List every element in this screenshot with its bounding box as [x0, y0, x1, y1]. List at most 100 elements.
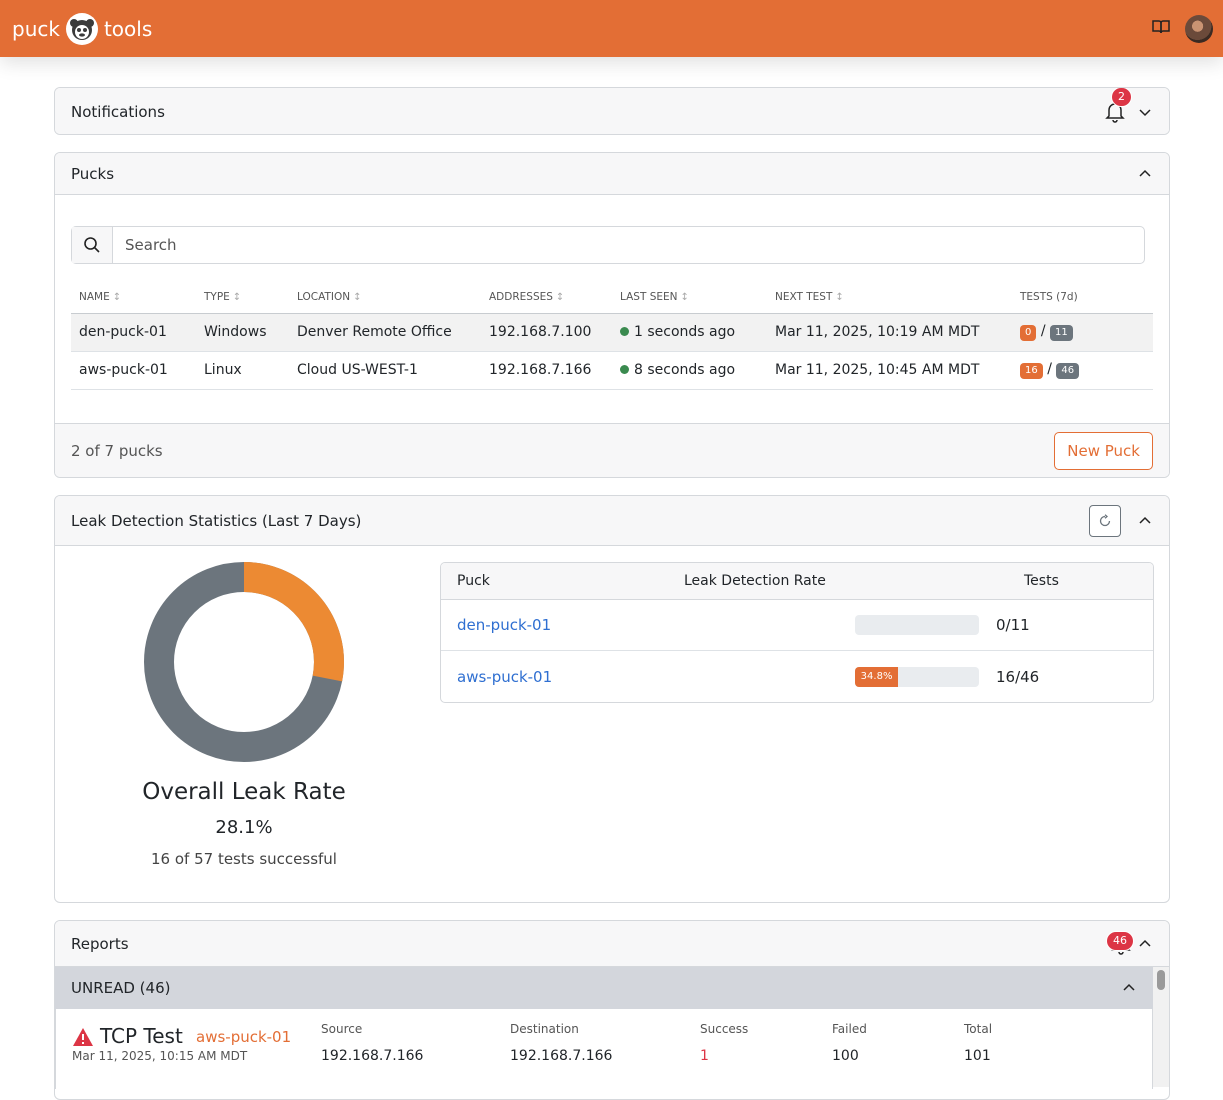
brand-left-text: puck	[12, 16, 60, 41]
scrollbar-thumb[interactable]	[1157, 970, 1165, 990]
search-icon	[72, 227, 113, 263]
leak-rate-table: Puck Leak Detection Rate Tests den-puck-…	[440, 562, 1154, 703]
notifications-header[interactable]: Notifications 2	[55, 88, 1169, 134]
col-header-last-seen[interactable]: LAST SEEN ↕	[612, 281, 767, 314]
puck-location: Cloud US-WEST-1	[289, 351, 481, 390]
brand[interactable]: puck tools	[12, 12, 152, 45]
reports-header[interactable]: Reports 46	[55, 921, 1169, 967]
notifications-card: Notifications 2	[54, 87, 1170, 135]
puck-search	[71, 226, 1145, 264]
col-header-type[interactable]: TYPE ↕	[196, 281, 289, 314]
reports-card: Reports 46 UNREAD (46) TCP Test aws-puck…	[54, 920, 1170, 1100]
destination-label: Destination	[510, 1022, 579, 1036]
leak-stats-card: Leak Detection Statistics (Last 7 Days) …	[54, 495, 1170, 903]
scrollbar[interactable]	[1153, 967, 1169, 1087]
puck-name: den-puck-01	[71, 313, 196, 352]
puck-address: 192.168.7.166	[481, 351, 612, 390]
pucks-footer: 2 of 7 pucks New Puck	[55, 423, 1169, 477]
notifications-bell[interactable]: 2	[1105, 88, 1132, 123]
leak-stats-header[interactable]: Leak Detection Statistics (Last 7 Days)	[55, 496, 1169, 546]
chevron-down-icon[interactable]	[1137, 104, 1153, 120]
notifications-title: Notifications	[71, 103, 165, 121]
leak-rate-bar: 34.8%	[855, 666, 979, 687]
leak-rate-table-header: Puck Leak Detection Rate Tests	[441, 563, 1153, 600]
warning-icon	[73, 1028, 93, 1046]
reports-bell[interactable]: 46	[1106, 930, 1134, 955]
source-value: 192.168.7.166	[321, 1048, 424, 1064]
pucks-card: Pucks NAME↕ TYPE↕ LOCATION↕ ADDRESSES↕ L…	[54, 152, 1170, 478]
destination-value: 192.168.7.166	[510, 1048, 613, 1064]
online-status-icon	[620, 327, 629, 336]
tests-total-badge: 11	[1050, 325, 1073, 341]
sort-icon: ↕	[835, 291, 844, 303]
col-header-leak-rate: Leak Detection Rate	[684, 573, 826, 589]
puck-location: Denver Remote Office	[289, 313, 481, 352]
pucks-header[interactable]: Pucks	[55, 153, 1169, 195]
leak-stats-title: Leak Detection Statistics (Last 7 Days)	[71, 511, 362, 530]
puck-tests: 0 / 11	[1012, 313, 1153, 352]
refresh-button[interactable]	[1089, 504, 1121, 537]
table-row[interactable]: aws-puck-01 Linux Cloud US-WEST-1 192.16…	[71, 351, 1153, 390]
new-puck-button[interactable]: New Puck	[1054, 431, 1153, 470]
col-header-puck: Puck	[457, 573, 490, 589]
mascot-logo-icon	[65, 12, 98, 45]
chevron-up-icon[interactable]	[1137, 936, 1153, 952]
tests-ratio: 16/46	[996, 667, 1040, 686]
sort-icon: ↕	[353, 291, 362, 303]
search-input[interactable]	[113, 227, 1144, 263]
pucks-title: Pucks	[71, 164, 115, 183]
failed-label: Failed	[832, 1022, 867, 1036]
report-title: TCP Test	[100, 1024, 183, 1048]
reports-count-badge: 46	[1106, 930, 1134, 951]
report-date: Mar 11, 2025, 10:15 AM MDT	[72, 1049, 248, 1063]
online-status-icon	[620, 365, 629, 374]
col-header-location[interactable]: LOCATION ↕	[289, 281, 481, 314]
puck-type: Linux	[196, 351, 289, 390]
puck-name: aws-puck-01	[71, 351, 196, 390]
success-value: 1	[700, 1048, 709, 1064]
table-row[interactable]: den-puck-01 Windows Denver Remote Office…	[71, 313, 1153, 352]
donut-leak-segment	[144, 562, 344, 762]
puck-last-seen: 1 seconds ago	[612, 313, 767, 352]
puck-count: 2 of 7 pucks	[71, 441, 163, 460]
chevron-up-icon[interactable]	[1121, 980, 1137, 996]
leak-rate-row: aws-puck-01 34.8% 16/46	[441, 651, 1153, 702]
col-header-tests: TESTS (7d)	[1012, 281, 1153, 314]
unread-label: UNREAD (46)	[71, 979, 171, 997]
overall-leak-donut-chart	[144, 562, 344, 762]
failed-value: 100	[832, 1048, 859, 1064]
puck-next-test: Mar 11, 2025, 10:19 AM MDT	[767, 313, 1012, 352]
puck-link[interactable]: den-puck-01	[457, 616, 552, 634]
report-item[interactable]: TCP Test aws-puck-01 Mar 11, 2025, 10:15…	[55, 1009, 1153, 1089]
notification-count-badge: 2	[1111, 88, 1132, 107]
sort-icon: ↕	[680, 291, 689, 303]
chevron-up-icon[interactable]	[1137, 166, 1153, 182]
pucks-table: NAME ↕ TYPE ↕ LOCATION ↕ ADDRESSES ↕ LAST SE…	[71, 281, 1153, 390]
total-value: 101	[964, 1048, 991, 1064]
puck-link[interactable]: aws-puck-01	[457, 667, 553, 686]
puck-type: Windows	[196, 313, 289, 352]
report-puck[interactable]: aws-puck-01	[196, 1028, 292, 1046]
col-header-next-test[interactable]: NEXT TEST ↕	[767, 281, 1012, 314]
success-label: Success	[700, 1022, 749, 1036]
sort-icon: ↕	[112, 291, 122, 303]
col-header-name[interactable]: NAME ↕	[71, 281, 196, 314]
tests-ratio: 0/11	[996, 616, 1030, 634]
tests-success-badge: 16	[1020, 363, 1043, 379]
avatar[interactable]	[1185, 14, 1213, 43]
tests-total-badge: 46	[1056, 363, 1080, 379]
chevron-up-icon[interactable]	[1137, 513, 1153, 529]
source-label: Source	[321, 1022, 363, 1036]
overall-leak-subtitle: 16 of 57 tests successful	[151, 850, 337, 868]
leak-rate-bar-fill: 34.8%	[855, 666, 899, 687]
book-icon[interactable]	[1151, 17, 1171, 41]
puck-tests: 16 / 46	[1012, 351, 1153, 390]
leak-rate-row: den-puck-01 0/11	[441, 600, 1153, 651]
refresh-icon	[1099, 513, 1111, 526]
sort-icon: ↕	[232, 291, 242, 303]
col-header-addresses[interactable]: ADDRESSES ↕	[481, 281, 612, 314]
unread-section-header[interactable]: UNREAD (46)	[55, 967, 1153, 1009]
total-label: Total	[964, 1022, 993, 1036]
tests-success-badge: 0	[1020, 325, 1037, 341]
sort-icon: ↕	[555, 291, 565, 303]
